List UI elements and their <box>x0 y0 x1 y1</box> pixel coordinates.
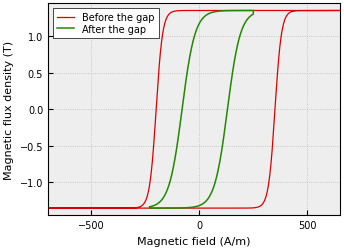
After the gap <box>204 200 208 202</box>
Legend: Before the gap, After the gap: Before the gap, After the gap <box>53 9 159 38</box>
Before the gap <box>182 10 186 13</box>
After the gap <box>148 206 152 208</box>
Y-axis label: Magnetic flux density (T): Magnetic flux density (T) <box>4 40 14 179</box>
Before the gap <box>46 207 50 210</box>
Line: Before the gap: Before the gap <box>48 12 340 208</box>
Before the gap <box>188 10 192 13</box>
After the gap <box>251 10 256 13</box>
Before the gap <box>308 10 312 13</box>
Line: After the gap: After the gap <box>150 12 254 208</box>
Before the gap <box>277 10 281 13</box>
X-axis label: Magnetic field (A/m): Magnetic field (A/m) <box>137 236 251 246</box>
After the gap <box>236 10 240 13</box>
After the gap <box>148 207 152 210</box>
Before the gap <box>185 10 189 13</box>
Before the gap <box>266 10 270 13</box>
After the gap <box>235 10 239 13</box>
Before the gap <box>51 207 55 210</box>
Before the gap <box>150 207 154 210</box>
After the gap <box>154 207 158 210</box>
After the gap <box>164 207 168 210</box>
After the gap <box>246 10 250 13</box>
Before the gap <box>46 207 50 210</box>
